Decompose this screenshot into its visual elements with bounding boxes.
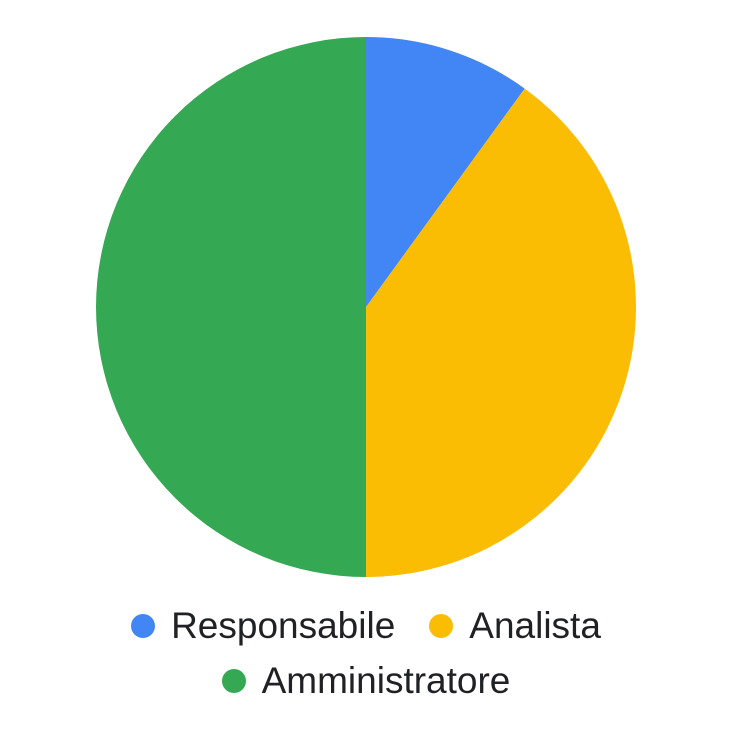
legend-label-analista: Analista bbox=[469, 605, 601, 646]
legend-item-responsabile: Responsabile bbox=[131, 604, 395, 648]
legend-label-amministratore: Amministratore bbox=[261, 660, 511, 701]
legend-label-responsabile: Responsabile bbox=[171, 605, 396, 646]
legend-dot-amministratore bbox=[221, 669, 246, 693]
legend-dot-responsabile bbox=[131, 614, 156, 638]
legend-item-analista: Analista bbox=[429, 604, 601, 648]
pie-slice-amministratore bbox=[96, 37, 366, 577]
pie-chart bbox=[96, 37, 636, 577]
legend-row: Responsabile Analista bbox=[0, 604, 732, 648]
legend-dot-analista bbox=[429, 614, 454, 638]
legend-row: Amministratore bbox=[0, 659, 732, 703]
legend-item-amministratore: Amministratore bbox=[221, 659, 511, 703]
pie-slice-analista bbox=[366, 88, 636, 577]
pie-slice-responsabile bbox=[366, 37, 525, 307]
